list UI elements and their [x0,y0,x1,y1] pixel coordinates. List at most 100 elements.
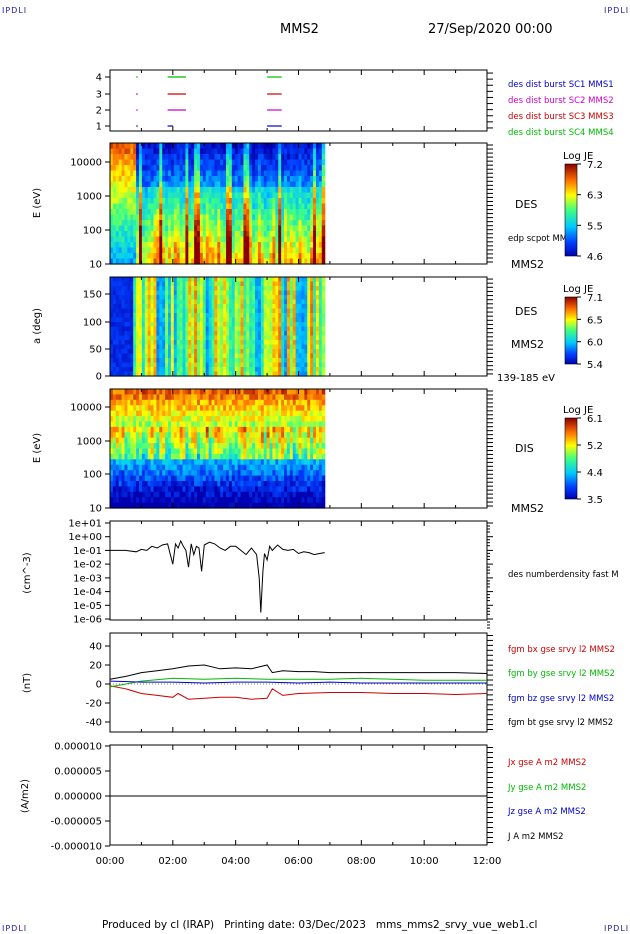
des-energy-heatmap-cell [133,176,137,183]
dis-energy-heatmap-cell [228,448,233,455]
dis-energy-heatmap-cell [139,464,143,471]
dis-energy-heatmap-cell [188,421,192,428]
des-pitch-heatmap-cell [176,322,181,328]
des-pitch-heatmap-cell [321,326,326,332]
dis-energy-heatmap-cell [118,464,123,471]
des-pitch-heatmap-cell [255,344,259,350]
des-energy-heatmap-cell [286,236,291,243]
des-energy-heatmap-cell [263,253,268,260]
des-pitch-heatmap-cell [110,317,114,323]
des-energy-heatmap-cell [257,176,262,183]
dis-energy-heatmap-cell [185,416,189,423]
des-energy-heatmap-cell [130,170,134,177]
des-pitch-heatmap-cell [284,277,288,283]
dis-energy-heatmap-cell [179,421,184,428]
des-energy-heatmap-cell [162,192,166,199]
des-energy-heatmap-cell [281,165,285,172]
des-energy-heatmap-cell [321,214,326,221]
dis-energy-heatmap-cell [182,497,187,504]
des-pitch-heatmap-cell [173,344,178,350]
des-energy-heatmap-cell [301,220,305,227]
des-energy-heatmap-cell [139,143,143,150]
des-pitch-heatmap-cell [298,277,303,283]
des-pitch-heatmap-cell [205,371,210,377]
dis-energy-heatmap-cell [136,453,140,460]
des-energy-heatmap-cell [298,143,303,150]
des-energy-heatmap-cell [217,236,221,243]
des-energy-heatmap-cell [292,148,297,155]
dis-energy-heatmap-cell [194,459,198,466]
des-pitch-heatmap-cell [156,331,160,337]
dis-energy-heatmap-cell [260,405,265,412]
dis-energy-heatmap-cell [214,453,218,460]
des-pitch-heatmap-cell [118,290,123,296]
dis-energy-heatmap-cell [176,486,181,493]
dis-energy-heatmap-cell [223,459,227,466]
dis-energy-heatmap-cell [118,421,123,428]
dis-energy-heatmap-cell [243,405,247,412]
des-pitch-heatmap-cell [162,295,166,301]
des-energy-heatmap-cell [260,170,265,177]
dis-energy-heatmap-cell [179,470,184,477]
dis-energy-heatmap-cell [214,426,218,433]
dis-energy-heatmap-cell [112,448,117,455]
des-energy-heatmap-cell [179,209,184,216]
dis-energy-heatmap-cell [228,389,233,396]
des-energy-heatmap-cell [252,225,256,232]
dis-energy-heatmap-cell [147,405,152,412]
des-pitch-heatmap-cell [298,367,303,373]
des-energy-heatmap-cell [124,165,129,172]
des-pitch-heatmap-cell [110,286,114,292]
dis-energy-heatmap-cell [139,421,143,428]
dis-energy-heatmap-cell [194,464,198,471]
des-pitch-heatmap-cell [284,317,288,323]
dis-energy-heatmap-cell [133,421,137,428]
des-energy-heatmap-cell [176,148,181,155]
dis-energy-heatmap-cell [301,426,305,433]
des-energy-heatmap-cell [211,176,216,183]
des-pitch-heatmap-cell [202,367,207,373]
des-pitch-heatmap-cell [124,362,129,368]
dis-energy-heatmap-cell [112,480,117,487]
dis-energy-heatmap-cell [136,464,140,471]
dis-energy-heatmap-cell [255,459,259,466]
dis-energy-heatmap-cell [220,497,224,504]
des-energy-heatmap-cell [156,192,160,199]
dis-energy-heatmap-cell [217,389,221,396]
dis-energy-heatmap-cell [275,405,279,412]
des-energy-heatmap-cell [139,247,143,254]
dis-energy-heatmap-cell [281,497,285,504]
des-pitch-heatmap-cell [304,286,308,292]
des-energy-heatmap-cell [318,247,323,254]
des-pitch-heatmap-cell [231,367,236,373]
des-pitch-heatmap-cell [191,371,195,377]
dis-energy-heatmap-cell [147,416,152,423]
des-pitch-heatmap-cell [284,290,288,296]
des-pitch-heatmap-cell [144,367,149,373]
des-energy-heatmap-cell [272,187,276,194]
des-energy-heatmap-cell [173,220,178,227]
dis-energy-heatmap-cell [231,399,236,406]
des-pitch-heatmap-cell [188,308,192,314]
des-pitch-heatmap-cell [272,290,276,296]
dis-energy-heatmap-cell [211,416,216,423]
panel-frame [109,69,488,132]
des-energy-heatmap-cell [153,258,158,265]
des-pitch-heatmap-cell [115,308,120,314]
des-energy-heatmap-cell [127,143,131,150]
des-energy-heatmap-cell [246,231,250,238]
des-energy-heatmap-cell [179,247,184,254]
des-energy-heatmap-cell [292,181,297,188]
des-energy-heatmap-cell [115,176,120,183]
des-energy-heatmap-cell [153,181,158,188]
des-energy-heatmap-cell [301,203,305,210]
dis-energy-heatmap-cell [272,480,276,487]
des-energy-heatmap-cell [112,253,117,260]
des-pitch-heatmap-cell [115,290,120,296]
des-energy-heatmap-cell [136,143,140,150]
des-pitch-heatmap-cell [112,295,117,301]
dis-energy-heatmap-cell [298,437,303,444]
des-energy-heatmap-cell [110,143,114,150]
des-pitch-heatmap-cell [272,371,276,377]
